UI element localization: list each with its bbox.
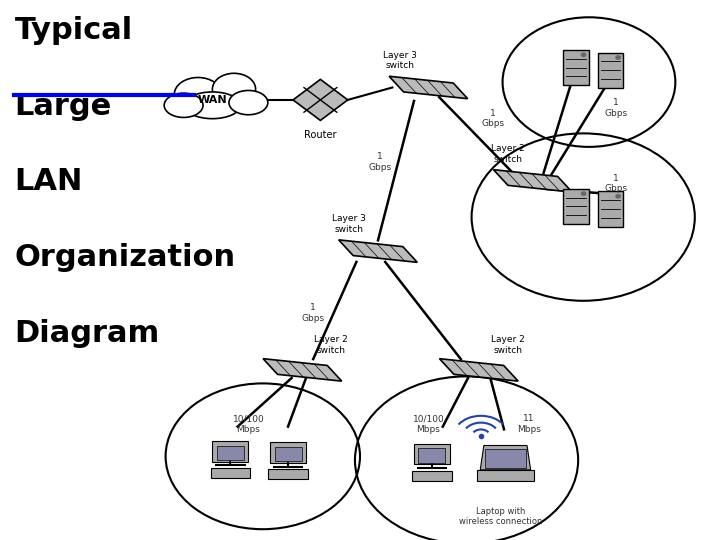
FancyBboxPatch shape xyxy=(274,447,302,461)
FancyBboxPatch shape xyxy=(564,188,589,224)
FancyBboxPatch shape xyxy=(598,192,624,226)
Ellipse shape xyxy=(174,77,222,111)
Ellipse shape xyxy=(212,73,256,105)
FancyBboxPatch shape xyxy=(412,471,452,481)
Text: Layer 2
switch: Layer 2 switch xyxy=(491,335,524,355)
FancyBboxPatch shape xyxy=(418,448,446,463)
FancyBboxPatch shape xyxy=(477,470,534,481)
Text: Large: Large xyxy=(14,92,112,121)
Ellipse shape xyxy=(184,92,240,119)
Text: Organization: Organization xyxy=(14,243,235,272)
Text: 1
Gbps: 1 Gbps xyxy=(369,152,392,172)
Ellipse shape xyxy=(164,93,203,118)
Text: Typical: Typical xyxy=(14,16,132,45)
Text: Router: Router xyxy=(304,130,337,140)
FancyBboxPatch shape xyxy=(414,444,450,464)
FancyBboxPatch shape xyxy=(217,446,244,460)
Text: LAN: LAN xyxy=(14,167,83,197)
Text: WAN: WAN xyxy=(197,95,228,105)
FancyBboxPatch shape xyxy=(210,468,251,478)
Text: 10/100
Mbps: 10/100 Mbps xyxy=(233,414,264,434)
Polygon shape xyxy=(263,359,342,381)
Polygon shape xyxy=(493,170,572,192)
FancyBboxPatch shape xyxy=(564,50,589,85)
Text: 1
Gbps: 1 Gbps xyxy=(605,98,628,118)
Text: 1
Gbps: 1 Gbps xyxy=(302,303,325,323)
Text: Laptop with
wireless connection: Laptop with wireless connection xyxy=(459,507,542,526)
Polygon shape xyxy=(338,240,418,262)
Polygon shape xyxy=(293,79,348,120)
Polygon shape xyxy=(389,76,468,99)
Text: Layer 3
switch: Layer 3 switch xyxy=(332,214,366,234)
Text: Layer 2
switch: Layer 2 switch xyxy=(491,144,524,164)
Circle shape xyxy=(582,53,585,57)
Circle shape xyxy=(616,56,621,59)
FancyBboxPatch shape xyxy=(270,442,306,463)
Text: 1
Gbps: 1 Gbps xyxy=(605,174,628,193)
FancyBboxPatch shape xyxy=(598,52,624,87)
FancyBboxPatch shape xyxy=(268,469,308,479)
Text: 11
Mbps: 11 Mbps xyxy=(517,414,541,434)
Text: Layer 2
switch: Layer 2 switch xyxy=(315,335,348,355)
Text: Diagram: Diagram xyxy=(14,319,160,348)
Text: Layer 3
switch: Layer 3 switch xyxy=(382,51,417,70)
Circle shape xyxy=(616,195,621,198)
FancyBboxPatch shape xyxy=(485,449,526,468)
Ellipse shape xyxy=(229,91,268,115)
FancyBboxPatch shape xyxy=(212,441,248,462)
Text: 1
Gbps: 1 Gbps xyxy=(482,109,505,129)
Text: 10/100
Mbps: 10/100 Mbps xyxy=(413,414,444,434)
Circle shape xyxy=(582,192,585,195)
Polygon shape xyxy=(480,446,531,470)
Polygon shape xyxy=(439,359,518,381)
